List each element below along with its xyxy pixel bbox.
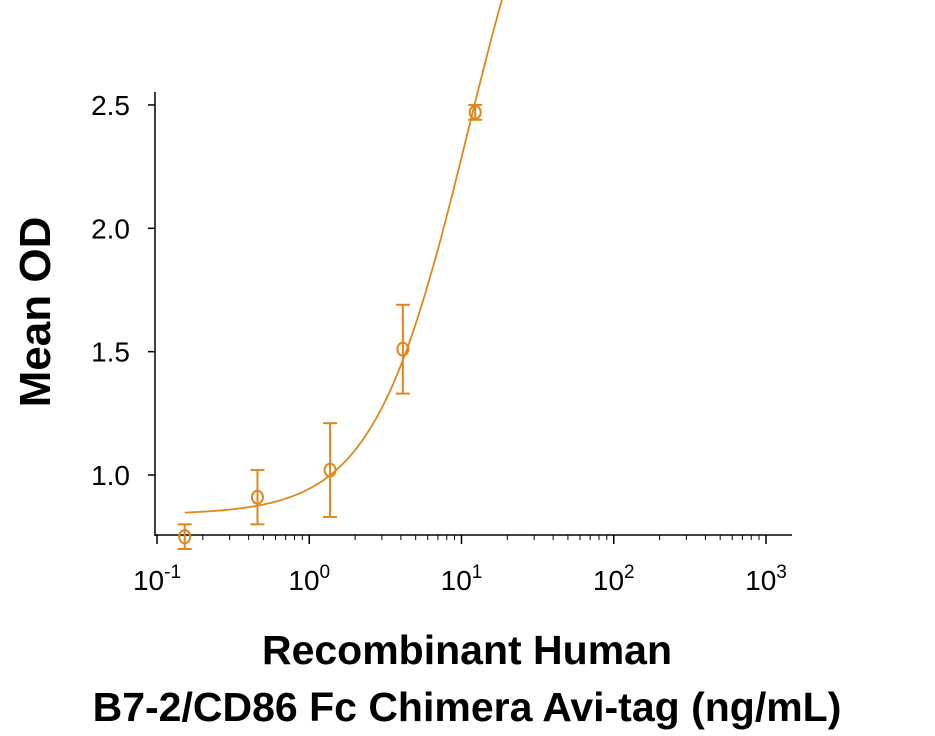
x-tick-label: 10-1 (133, 562, 181, 596)
point-marker (396, 341, 410, 357)
x-tick-label: 103 (745, 562, 787, 596)
x-axis-title-line: B7-2/CD86 Fc Chimera Avi-tag (ng/mL) (93, 684, 842, 730)
data-point (395, 303, 410, 395)
x-tick-exponent: 2 (624, 562, 635, 583)
x-tick-label: 101 (441, 562, 483, 596)
x-tick-base: 10 (441, 565, 472, 596)
point-marker (323, 462, 337, 478)
point-marker (178, 529, 192, 545)
y-tick-label: 1.0 (91, 460, 130, 491)
x-tick-base: 10 (288, 565, 319, 596)
x-tick-exponent: 1 (472, 562, 483, 583)
data-point (177, 523, 192, 551)
data-point (250, 469, 265, 526)
point-marker (250, 489, 264, 505)
x-tick-exponent: 0 (320, 562, 331, 583)
y-tick-label: 1.5 (91, 337, 130, 368)
x-tick-label: 100 (288, 562, 330, 596)
x-tick-label: 102 (593, 562, 635, 596)
x-tick-base: 10 (745, 565, 776, 596)
y-tick-label: 2.5 (91, 90, 130, 121)
y-axis-title: Mean OD (11, 217, 60, 408)
point-marker (468, 104, 482, 120)
y-tick-label: 2.0 (91, 213, 130, 244)
x-tick-base: 10 (133, 565, 164, 596)
x-tick-exponent: 3 (776, 562, 787, 583)
x-tick-exponent: -1 (164, 562, 181, 583)
x-axis-title-line: Recombinant Human (262, 627, 672, 673)
x-tick-base: 10 (593, 565, 624, 596)
fit-curve (184, 0, 503, 514)
data-point (323, 422, 338, 518)
data-point (468, 103, 483, 121)
